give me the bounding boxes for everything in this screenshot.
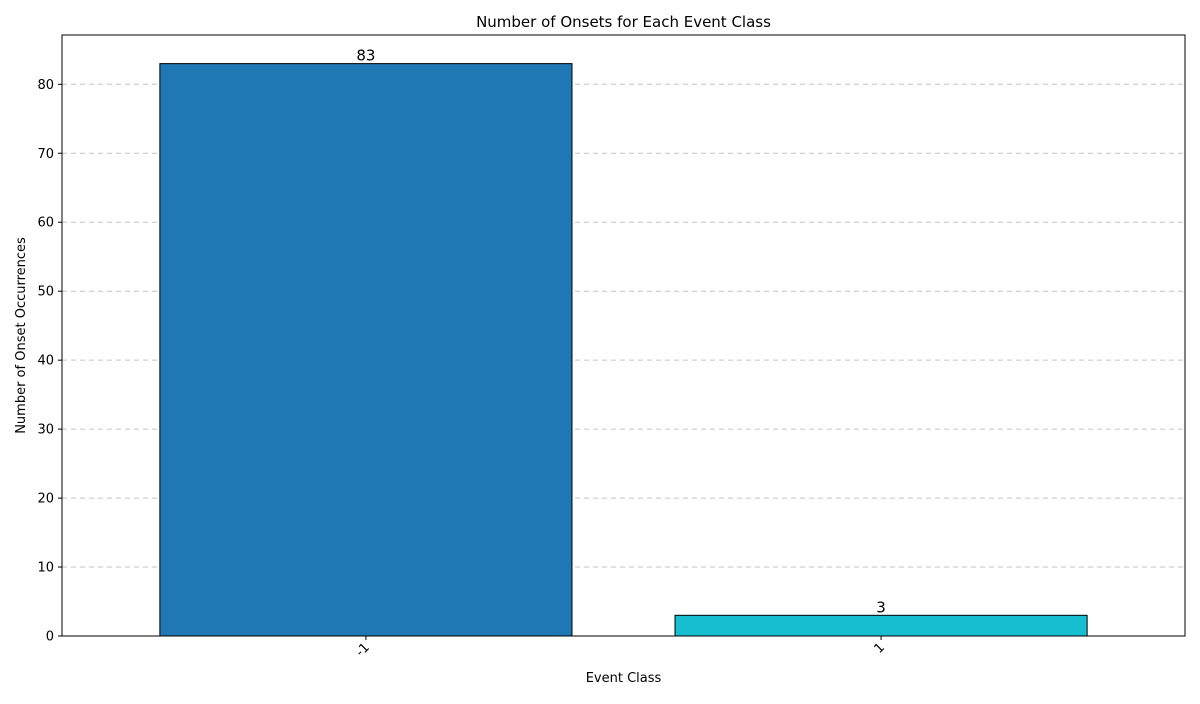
bar-value-label: 83 [356, 47, 375, 65]
y-axis-ticks: 0 10 20 30 40 50 60 70 80 [37, 78, 62, 645]
y-tick-label: 20 [37, 492, 54, 507]
y-tick-label: 50 [37, 285, 54, 300]
data-labels: 83 3 [356, 47, 885, 617]
bar-value-label: 3 [876, 598, 886, 616]
chart-title: Number of Onsets for Each Event Class [476, 13, 771, 31]
x-tick-label: 1 [871, 640, 887, 656]
bar-1 [159, 63, 573, 637]
bars [159, 63, 1088, 637]
y-tick-label: 40 [37, 354, 54, 369]
y-tick-label: 0 [46, 630, 54, 645]
bar-2 [674, 614, 1088, 637]
y-tick-label: 10 [37, 561, 54, 576]
y-tick-label: 70 [37, 147, 54, 162]
x-tick-label: -1 [353, 640, 373, 660]
x-axis-ticks: -1 1 [353, 636, 888, 660]
y-tick-label: 80 [37, 78, 54, 93]
y-tick-label: 60 [37, 216, 54, 231]
y-tick-label: 30 [37, 423, 54, 438]
grid-lines [62, 83, 1185, 568]
plot-frame [61, 34, 1186, 637]
y-axis-title: Number of Onset Occurrences [14, 237, 29, 434]
x-axis-title: Event Class [586, 671, 662, 686]
